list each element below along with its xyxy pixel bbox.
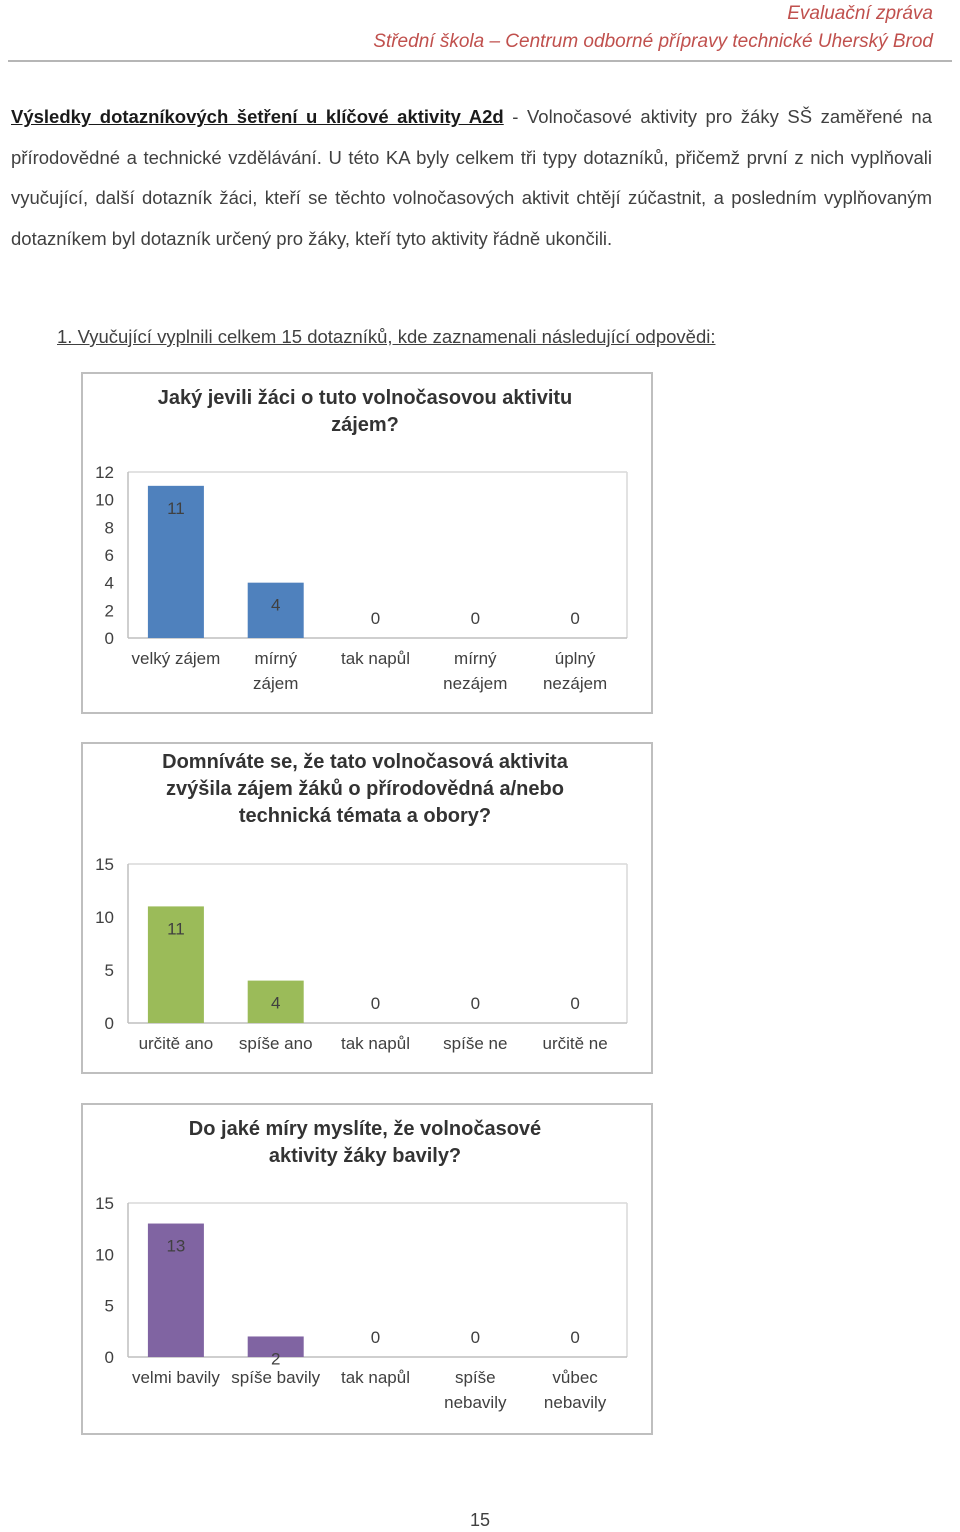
category-label: mírný xyxy=(254,649,297,668)
y-tick-label: 4 xyxy=(105,574,114,593)
data-label: 0 xyxy=(471,994,480,1013)
category-label: úplný xyxy=(555,649,596,668)
category-label: spíše bavily xyxy=(231,1368,320,1387)
document-header: Evaluační zpráva Střední škola – Centrum… xyxy=(373,0,933,56)
category-label: spíše xyxy=(455,1368,496,1387)
data-label: 4 xyxy=(271,994,280,1013)
data-label: 0 xyxy=(570,994,579,1013)
y-tick-label: 0 xyxy=(105,1348,114,1367)
category-label: tak napůl xyxy=(341,1368,410,1387)
y-tick-label: 5 xyxy=(105,961,114,980)
category-label: nezájem xyxy=(443,674,507,693)
data-label: 11 xyxy=(167,499,185,518)
bar-interest-1 xyxy=(147,485,204,638)
data-label: 0 xyxy=(570,1328,579,1347)
category-label: nebavily xyxy=(444,1393,507,1412)
chart-frame-interest xyxy=(81,372,653,714)
y-tick-label: 0 xyxy=(105,629,114,648)
y-tick-label: 6 xyxy=(105,546,114,565)
data-label: 0 xyxy=(371,609,380,628)
y-tick-label: 10 xyxy=(95,491,114,510)
data-label: 2 xyxy=(271,1349,280,1368)
header-school: Střední škola – Centrum odborné přípravy… xyxy=(373,31,933,52)
chart-title-enjoyment: Do jaké míry myslíte, že volnočasové xyxy=(189,1118,541,1140)
bar-interest-2 xyxy=(247,582,304,638)
category-label: nebavily xyxy=(544,1393,607,1412)
y-tick-label: 10 xyxy=(95,908,114,927)
data-label: 11 xyxy=(167,919,185,938)
bar-increase-1 xyxy=(147,906,204,1023)
category-label: velmi bavily xyxy=(132,1368,220,1387)
category-label: zájem xyxy=(253,674,298,693)
category-label: spíše ano xyxy=(239,1034,313,1053)
y-tick-label: 15 xyxy=(95,855,114,874)
chart-title-enjoyment: aktivity žáky bavily? xyxy=(269,1145,461,1167)
category-label: vůbec xyxy=(552,1368,598,1387)
data-label: 0 xyxy=(371,994,380,1013)
page-number: 15 xyxy=(469,1510,491,1530)
category-label: mírný xyxy=(454,649,497,668)
section-heading: 1. Vyučující vyplnili celkem 15 dotazník… xyxy=(57,326,716,347)
chart-title-increase: zvýšila zájem žáků o přírodovědná a/nebo xyxy=(166,778,564,800)
header-divider xyxy=(8,60,952,62)
y-tick-label: 5 xyxy=(105,1297,114,1316)
intro-lead: Výsledky dotazníkových šetření u klíčové… xyxy=(11,106,504,127)
bar-enjoyment-2 xyxy=(247,1336,304,1357)
bar-enjoyment-1 xyxy=(147,1223,204,1357)
chart-title-interest: zájem? xyxy=(331,414,399,436)
y-tick-label: 2 xyxy=(105,601,114,620)
y-tick-label: 15 xyxy=(95,1194,114,1213)
intro-text: - Volnočasové aktivity pro žáky SŠ zaměř… xyxy=(11,106,932,249)
data-label: 0 xyxy=(471,609,480,628)
data-label: 0 xyxy=(371,1328,380,1347)
data-label: 0 xyxy=(471,1328,480,1347)
category-label: tak napůl xyxy=(341,649,410,668)
header-title: Evaluační zpráva xyxy=(787,3,933,24)
data-label: 4 xyxy=(271,596,280,615)
bar-increase-2 xyxy=(247,980,304,1023)
y-tick-label: 10 xyxy=(95,1245,114,1264)
chart-title-increase: technická témata a obory? xyxy=(239,805,491,827)
category-label: velký zájem xyxy=(131,649,220,668)
data-label: 0 xyxy=(570,609,579,628)
data-label: 13 xyxy=(166,1237,185,1256)
category-label: určitě ano xyxy=(139,1034,214,1053)
y-tick-label: 8 xyxy=(105,518,114,537)
y-tick-label: 12 xyxy=(95,463,114,482)
y-tick-label: 0 xyxy=(105,1014,114,1033)
category-label: určitě ne xyxy=(542,1034,607,1053)
category-label: nezájem xyxy=(543,674,607,693)
category-label: tak napůl xyxy=(341,1034,410,1053)
intro-paragraph: Výsledky dotazníkových šetření u klíčové… xyxy=(11,97,932,259)
chart-title-interest: Jaký jevili žáci o tuto volnočasovou akt… xyxy=(158,387,573,409)
chart-title-increase: Domníváte se, že tato volnočasová aktivi… xyxy=(162,751,569,773)
category-label: spíše ne xyxy=(443,1034,507,1053)
